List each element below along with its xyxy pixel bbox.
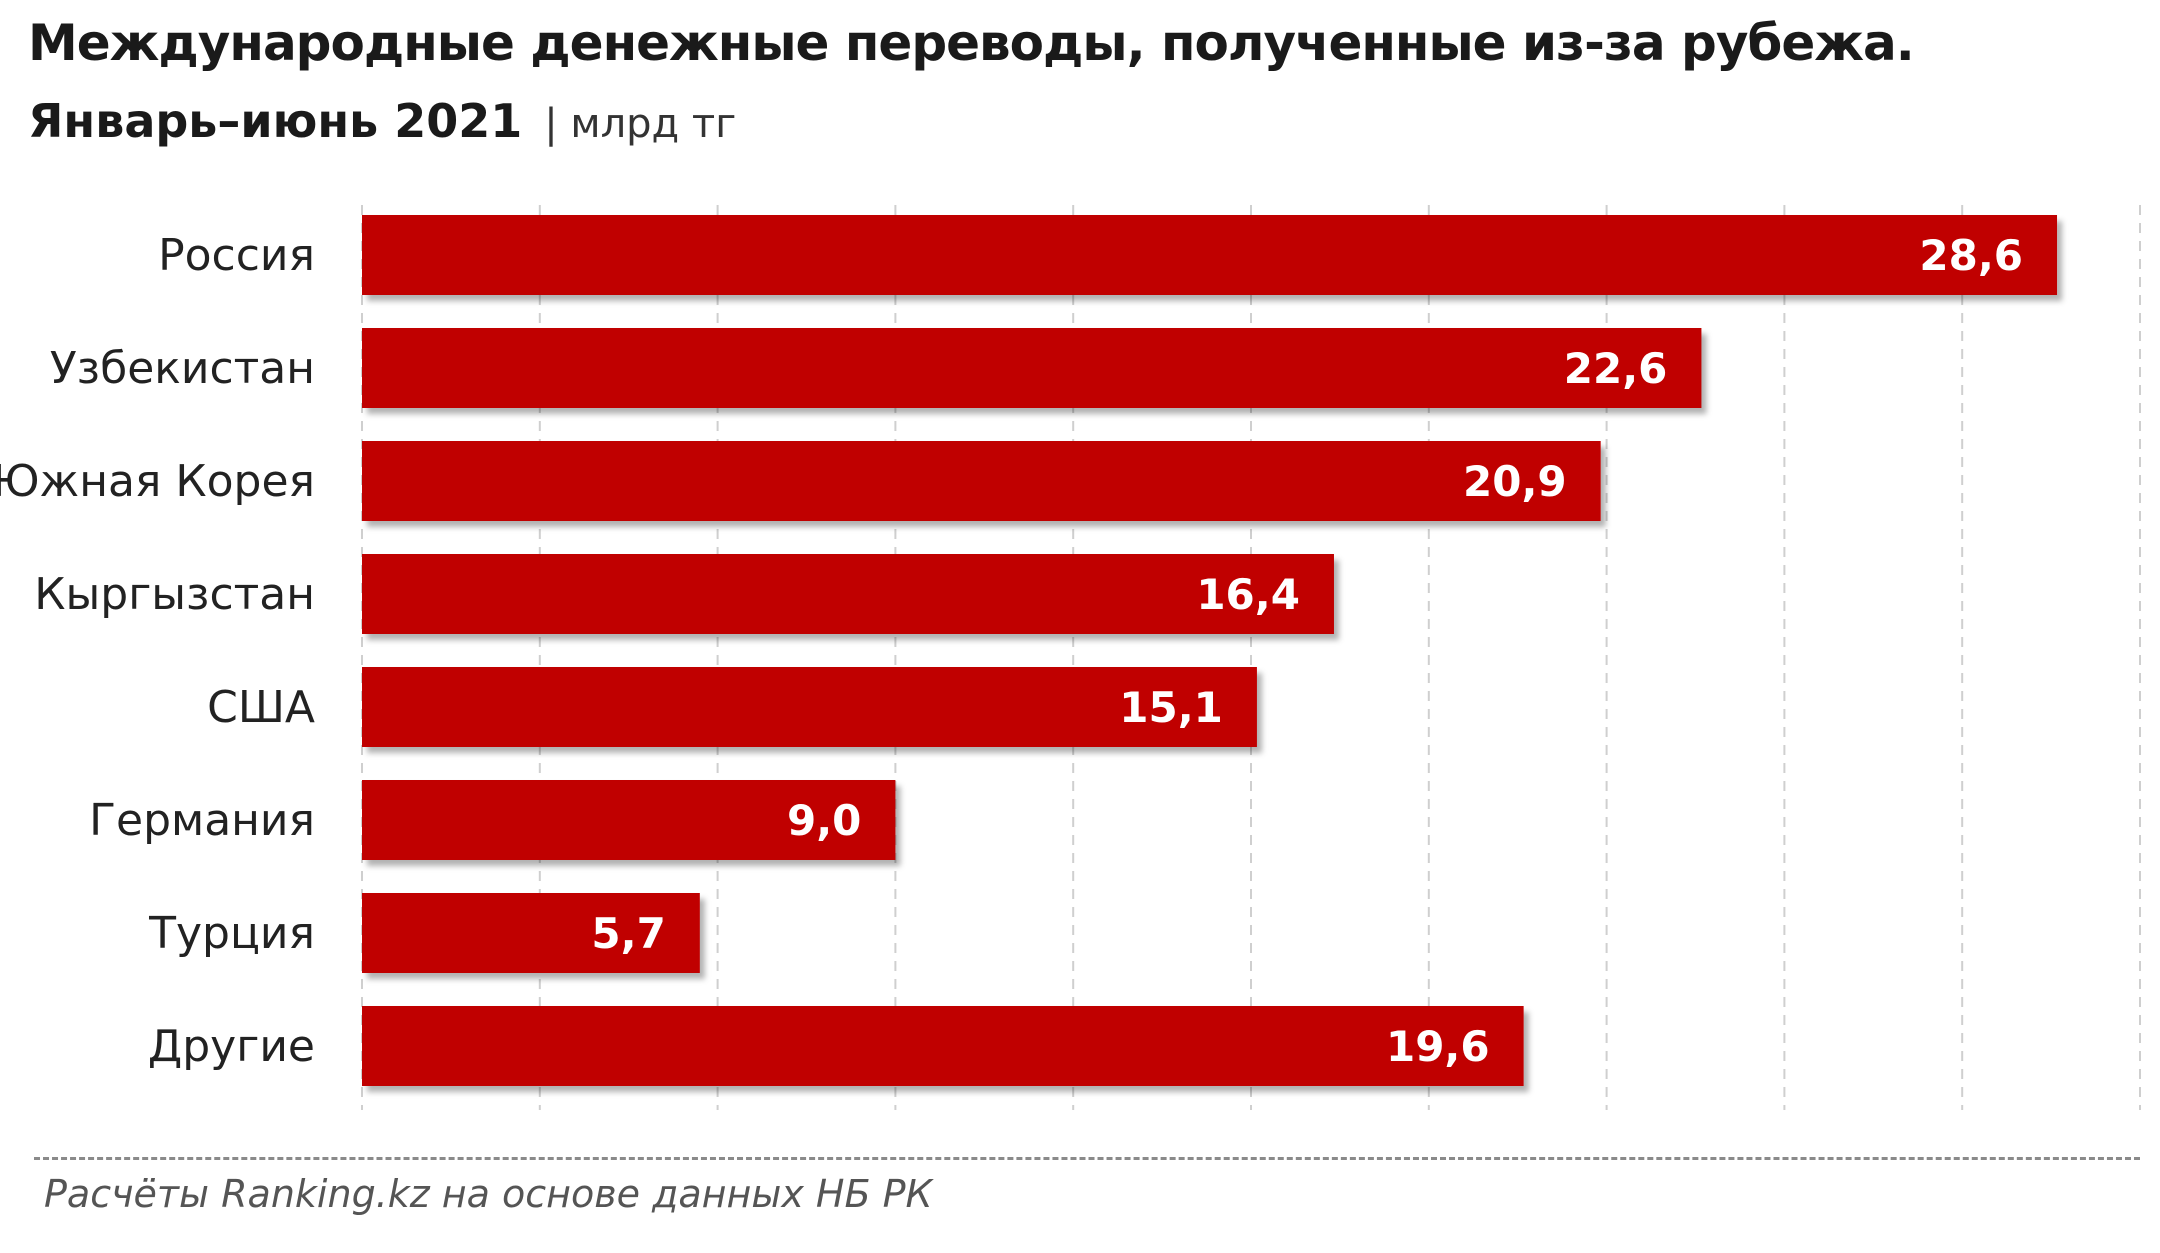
value-label: 5,7 xyxy=(591,909,665,958)
period-label: Январь–июнь 2021 xyxy=(28,94,523,148)
source-note: Расчёты Ranking.kz на основе данных НБ Р… xyxy=(44,1172,933,1216)
bar xyxy=(362,328,1702,408)
chart-subtitle: Январь–июнь 2021 | млрд тг xyxy=(28,94,736,148)
value-label: 28,6 xyxy=(1919,231,2023,280)
chart-title: Международные денежные переводы, получен… xyxy=(28,14,1915,72)
bar xyxy=(362,441,1601,521)
bar xyxy=(362,554,1334,634)
bar xyxy=(362,667,1257,747)
value-label: 20,9 xyxy=(1463,457,1567,506)
category-label: Другие xyxy=(148,1021,315,1072)
category-label: Кыргызстан xyxy=(34,569,315,620)
value-label: 19,6 xyxy=(1386,1022,1490,1071)
footer-divider xyxy=(34,1157,2140,1160)
value-label: 15,1 xyxy=(1119,683,1223,732)
category-label: Россия xyxy=(158,230,315,281)
value-label: 16,4 xyxy=(1196,570,1300,619)
category-label: Южная Корея xyxy=(0,456,315,507)
bar xyxy=(362,780,896,860)
category-label: Узбекистан xyxy=(50,343,315,394)
category-label: Турция xyxy=(148,908,315,959)
category-label: США xyxy=(207,682,315,733)
unit-label: | млрд тг xyxy=(544,101,737,147)
value-labels: 28,6 22,6 20,9 16,4 15,1 9,0 5,7 19,6 xyxy=(591,231,2023,1071)
category-label: Германия xyxy=(89,795,315,846)
category-labels: Россия Узбекистан Южная Корея Кыргызстан США… xyxy=(0,230,315,1072)
bars xyxy=(362,215,2058,1086)
bar xyxy=(362,893,700,973)
bar-chart: Россия Узбекистан Южная Корея Кыргызстан США… xyxy=(0,205,2141,1110)
value-label: 9,0 xyxy=(787,796,861,845)
bar xyxy=(362,1006,1524,1086)
bar xyxy=(362,215,2058,295)
value-label: 22,6 xyxy=(1564,344,1668,393)
